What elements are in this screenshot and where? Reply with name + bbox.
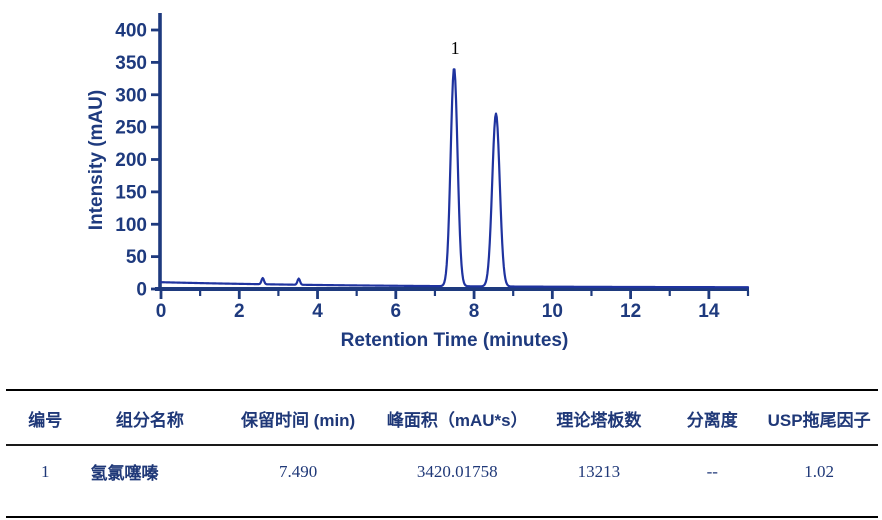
column-header: 分离度: [686, 411, 738, 430]
y-tick-label: 50: [126, 247, 147, 268]
x-tick-label: 2: [234, 301, 245, 322]
value-cell: 1.02: [804, 461, 834, 481]
results-table: 编号 组分名称 保留时间 (min) 峰面积（mAU*s） 理论塔板数 分离度 USP拖尾因…: [6, 389, 878, 518]
x-tick-label: 14: [698, 301, 720, 322]
x-tick-label: 0: [156, 301, 167, 322]
value-cell: 7.490: [278, 461, 318, 481]
column-header: 组分名称: [115, 411, 184, 430]
y-tick-label: 350: [115, 53, 147, 74]
x-tick-label: 10: [542, 301, 563, 322]
x-tick-label: 8: [469, 301, 480, 322]
y-tick-label: 150: [115, 182, 147, 203]
chromatogram-trace: [159, 68, 750, 289]
value-cell: --: [706, 461, 718, 481]
column-header: 保留时间 (min): [240, 411, 356, 430]
y-tick-label: 400: [115, 21, 147, 42]
results-table-body: 1 氢氯噻嗪 7.490 3420.01758 13213 -- 1.02: [6, 445, 878, 517]
column-header: USP拖尾因子: [767, 411, 871, 430]
y-axis-title: Intensity (mAU): [86, 90, 107, 230]
column-header: 峰面积（mAU*s）: [386, 411, 528, 430]
y-tick-label: 0: [136, 280, 147, 301]
y-tick-label: 300: [115, 85, 147, 106]
x-axis-title: Retention Time (minutes): [341, 330, 569, 351]
y-tick-label: 250: [115, 118, 147, 139]
x-tick-label: 6: [391, 301, 402, 322]
y-tick-label: 100: [115, 215, 147, 236]
results-table-header: 编号 组分名称 保留时间 (min) 峰面积（mAU*s） 理论塔板数 分离度 USP拖尾因…: [6, 390, 878, 445]
x-tick-label: 4: [312, 301, 323, 322]
y-tick-label: 200: [115, 150, 147, 171]
peak-annotation: 1: [451, 38, 460, 58]
x-tick-label: 12: [620, 301, 641, 322]
header-row: 编号 组分名称 保留时间 (min) 峰面积（mAU*s） 理论塔板数 分离度 USP拖尾因…: [6, 390, 878, 445]
value-cell: 13213: [577, 461, 621, 481]
value-cell: 1: [40, 461, 50, 481]
value-cell: 3420.01758: [416, 461, 498, 481]
results-table-wrap: 编号 组分名称 保留时间 (min) 峰面积（mAU*s） 理论塔板数 分离度 USP拖尾因…: [6, 389, 878, 518]
component-name-cell: 氢氯噻嗪: [90, 464, 159, 483]
column-header: 理论塔板数: [556, 411, 642, 430]
chromatogram-chart: 0 50 100 150 200 250 300 350 400 0 2 4 6 8 10 12 14 Inten…: [86, 13, 750, 351]
column-header: 编号: [28, 411, 63, 430]
table-row: 1 氢氯噻嗪 7.490 3420.01758 13213 -- 1.02: [6, 445, 878, 517]
